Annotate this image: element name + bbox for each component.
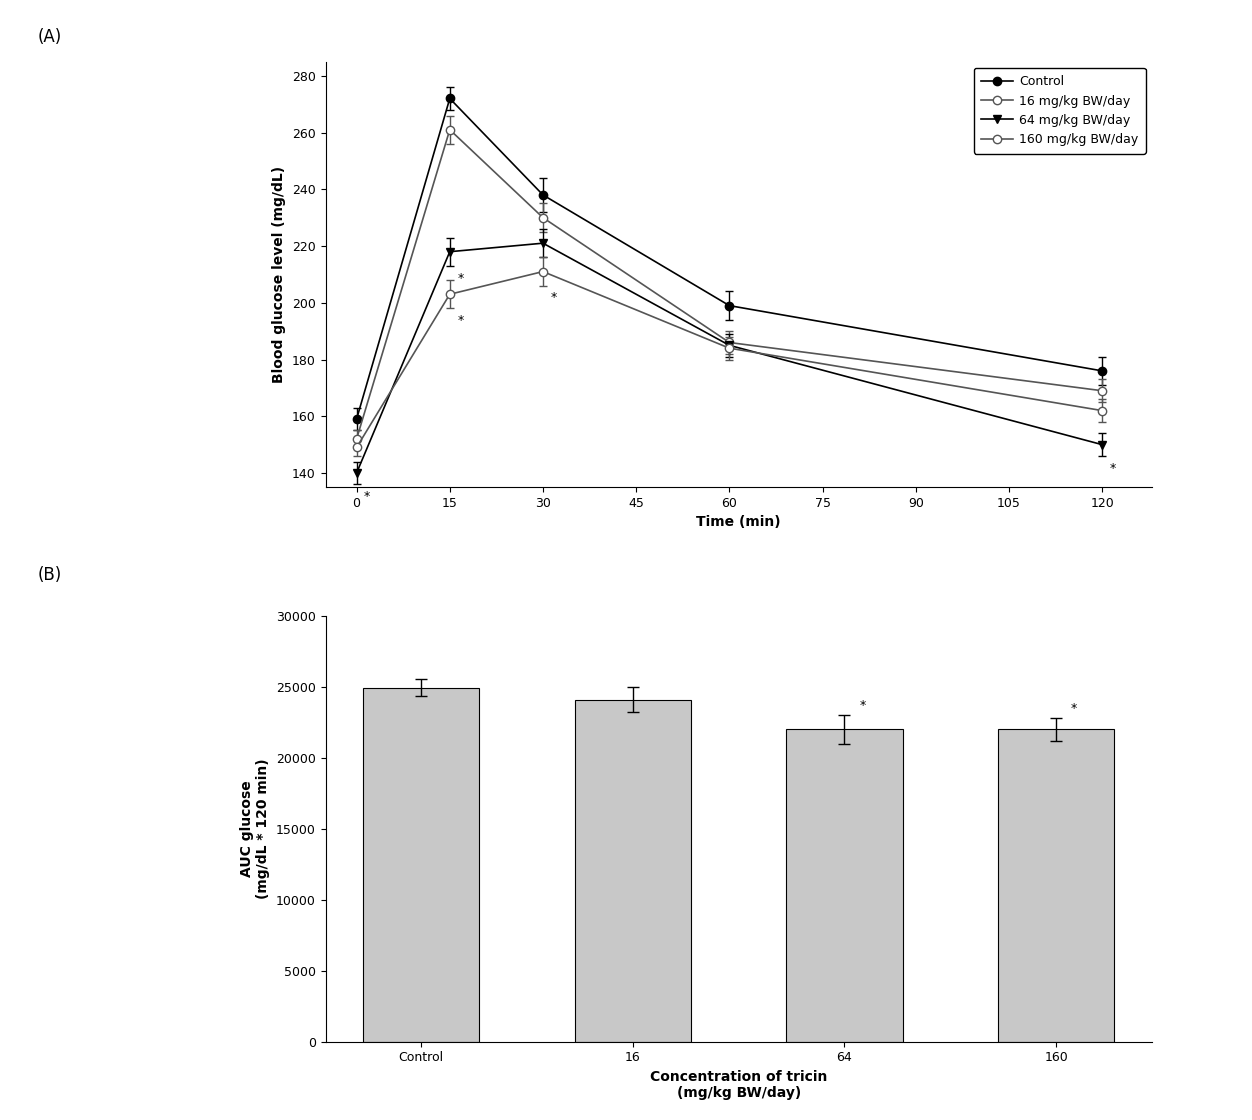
Y-axis label: AUC glucose
(mg/dL * 120 min): AUC glucose (mg/dL * 120 min) xyxy=(240,758,270,899)
Bar xyxy=(363,688,480,1042)
X-axis label: Time (min): Time (min) xyxy=(696,515,781,530)
Text: *: * xyxy=(859,700,865,712)
Text: *: * xyxy=(457,271,463,284)
Text: *: * xyxy=(1070,702,1077,716)
Bar xyxy=(575,700,691,1042)
Legend: Control, 16 mg/kg BW/day, 64 mg/kg BW/day, 160 mg/kg BW/day: Control, 16 mg/kg BW/day, 64 mg/kg BW/da… xyxy=(974,68,1146,153)
Text: *: * xyxy=(551,291,557,305)
Bar xyxy=(786,729,903,1042)
X-axis label: Concentration of tricin
(mg/kg BW/day): Concentration of tricin (mg/kg BW/day) xyxy=(650,1070,828,1100)
Text: *: * xyxy=(457,314,463,327)
Bar xyxy=(998,729,1114,1042)
Text: (A): (A) xyxy=(38,28,61,46)
Y-axis label: Blood glucose level (mg/dL): Blood glucose level (mg/dL) xyxy=(273,166,287,383)
Text: *: * xyxy=(364,491,371,503)
Text: *: * xyxy=(1109,461,1116,475)
Text: (B): (B) xyxy=(38,566,61,584)
